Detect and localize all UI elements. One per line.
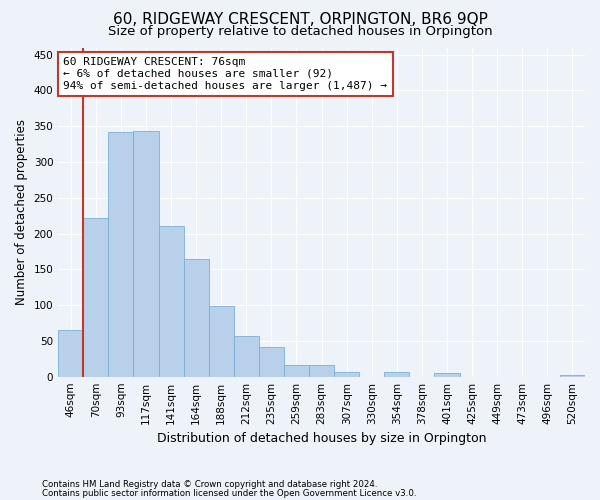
Text: 60, RIDGEWAY CRESCENT, ORPINGTON, BR6 9QP: 60, RIDGEWAY CRESCENT, ORPINGTON, BR6 9Q…: [113, 12, 487, 28]
Bar: [109, 132, 133, 376]
Bar: [234, 336, 259, 376]
X-axis label: Distribution of detached houses by size in Orpington: Distribution of detached houses by size …: [157, 432, 487, 445]
Bar: [58, 330, 83, 376]
Bar: [560, 375, 585, 376]
Text: Contains HM Land Registry data © Crown copyright and database right 2024.: Contains HM Land Registry data © Crown c…: [42, 480, 377, 489]
Text: Size of property relative to detached houses in Orpington: Size of property relative to detached ho…: [107, 25, 493, 38]
Bar: [385, 372, 409, 376]
Y-axis label: Number of detached properties: Number of detached properties: [15, 119, 28, 305]
Bar: [259, 348, 284, 376]
Bar: [133, 130, 158, 376]
Bar: [158, 226, 184, 376]
Text: 60 RIDGEWAY CRESCENT: 76sqm
← 6% of detached houses are smaller (92)
94% of semi: 60 RIDGEWAY CRESCENT: 76sqm ← 6% of deta…: [64, 58, 388, 90]
Bar: [309, 364, 334, 376]
Bar: [184, 258, 209, 376]
Bar: [434, 373, 460, 376]
Bar: [209, 306, 234, 376]
Bar: [83, 218, 109, 376]
Bar: [334, 372, 359, 376]
Bar: [284, 364, 309, 376]
Text: Contains public sector information licensed under the Open Government Licence v3: Contains public sector information licen…: [42, 488, 416, 498]
